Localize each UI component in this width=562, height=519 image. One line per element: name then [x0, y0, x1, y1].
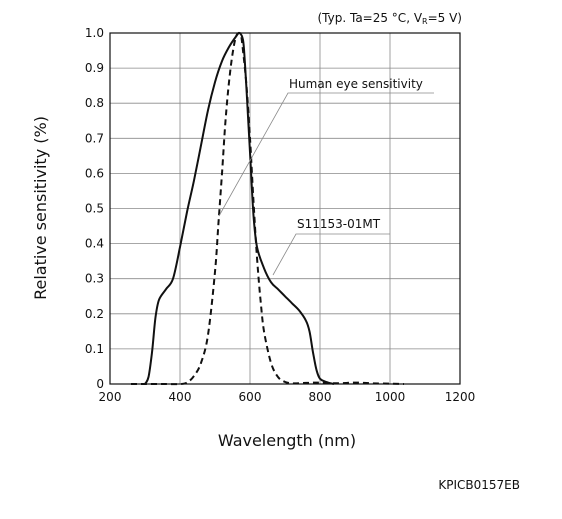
y-tick-label: 0.9 — [85, 61, 104, 75]
figure-code: KPICB0157EB — [438, 478, 520, 492]
y-tick-label: 0.5 — [85, 202, 104, 216]
x-axis-title: Wavelength (nm) — [218, 431, 356, 450]
y-tick-label: 0.6 — [85, 166, 104, 180]
y-tick-labels: 0 0.1 0.2 0.3 0.4 0.5 0.6 0.7 0.8 0.9 1.0 — [85, 26, 104, 391]
x-tick-label: 1200 — [445, 390, 476, 404]
y-tick-label: 0.1 — [85, 342, 104, 356]
y-tick-label: 0.4 — [85, 237, 104, 251]
y-tick-label: 0 — [96, 377, 104, 391]
plot-frame — [109, 32, 461, 385]
y-tick-label: 0.8 — [85, 96, 104, 110]
y-tick-label: 0.7 — [85, 131, 104, 145]
series-lines — [130, 31, 405, 386]
y-axis-title: Relative sensitivity (%) — [31, 116, 50, 300]
y-tick-label: 0.3 — [85, 272, 104, 286]
condition-note: (Typ. Ta=25 °C, VR=5 V) — [317, 11, 462, 26]
y-tick-label: 1.0 — [85, 26, 104, 40]
human-eye-annotation: Human eye sensitivity — [289, 77, 423, 91]
x-tick-label: 600 — [239, 390, 262, 404]
condition-note-main: (Typ. Ta=25 °C, V — [317, 11, 422, 25]
y-tick-label: 0.2 — [85, 307, 104, 321]
x-tick-label: 800 — [309, 390, 332, 404]
human-eye-sensitivity-line — [130, 32, 405, 386]
s11153-annotation-leader — [272, 233, 390, 276]
condition-note-subscript: R — [422, 17, 428, 26]
condition-note-end: =5 V) — [428, 11, 462, 25]
human-eye-annotation-leader — [218, 92, 434, 217]
x-tick-label: 200 — [99, 390, 122, 404]
s11153-01mt-line — [144, 31, 335, 385]
x-tick-label: 400 — [169, 390, 192, 404]
s11153-annotation: S11153-01MT — [297, 217, 381, 231]
x-tick-label: 1000 — [375, 390, 406, 404]
grid — [110, 33, 460, 384]
x-tick-labels: 200 400 600 800 1000 1200 — [99, 390, 476, 404]
